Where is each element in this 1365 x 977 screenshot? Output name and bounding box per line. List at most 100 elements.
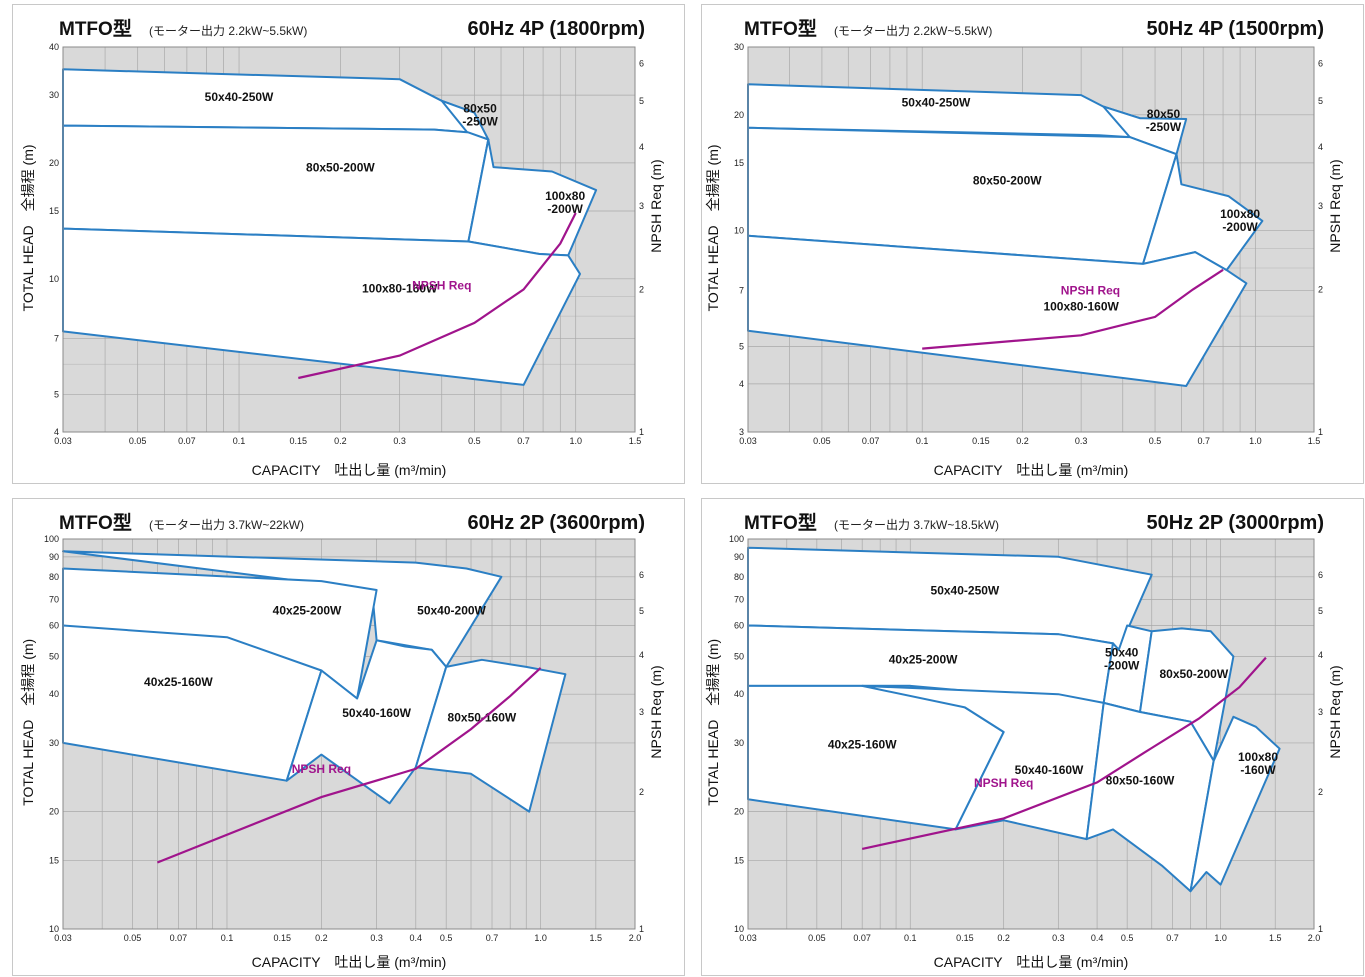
y-tick-label: 20 [734,110,744,120]
pump-region-label-line: 100x80-160W [1043,300,1119,314]
chart-svg: 50x40-250W 40x25-200W 50x40 -200W 80x50-200W… [705,511,1343,970]
npsh-curve [861,656,1267,850]
y2-axis-label: NPSH Req (m) [1327,665,1343,758]
plot-border [62,538,636,930]
pump-region-label: 80x50-160W [1106,773,1175,787]
pump-region-label: 40x25-160W [144,675,213,689]
y-tick-label: 7 [54,333,59,343]
x-tick-label: 1.0 [569,436,582,446]
y-tick-label: 10 [734,226,744,236]
y2-tick-label: 2 [639,787,644,797]
y2-tick-label: 1 [639,427,644,437]
pump-region-label-line: 50x40-250W [902,96,971,110]
pump-region-label-line: 100x80 [1238,750,1278,764]
pump-region-label: 80x50-200W [1159,667,1228,681]
npsh-curve [298,212,577,380]
pump-region-label: 80x50-200W [306,160,375,174]
x-tick-label: 0.7 [1197,436,1210,446]
pump-region-label-line: -200W [1222,220,1258,234]
pump-region-label: 50x40-200W [1104,645,1140,672]
pump-region-label: 80x50-160W [448,711,517,725]
plot-border [62,46,636,433]
x-axis-label: CAPACITY 吐出し量 (m³/min) [934,954,1129,970]
y2-tick-label: 5 [639,606,644,616]
y-axis-label: TOTAL HEAD 全揚程 (m) [705,639,721,806]
x-tick-label: 0.05 [808,933,826,943]
x-tick-label: 2.0 [629,933,642,943]
npsh-curve [922,268,1224,350]
y2-tick-label: 4 [639,142,644,152]
y2-tick-label: 4 [1318,142,1323,152]
pump-regions [747,546,1281,893]
x-tick-label: 0.5 [468,436,481,446]
pump-region-label: 40x25-160W [828,738,897,752]
y-tick-label: 4 [739,379,744,389]
y-tick-label: 80 [49,572,59,582]
pump-region-label: 50x40-250W [931,584,1000,598]
x-tick-label: 1.0 [534,933,547,943]
y2-tick-label: 4 [1318,650,1323,660]
y-tick-label: 40 [734,689,744,699]
y2-tick-label: 2 [639,284,644,294]
x-tick-label: 0.1 [221,933,234,943]
pump-region-label-line: 50x40-250W [931,584,1000,598]
x-tick-label: 0.15 [972,436,990,446]
y2-tick-label: 4 [639,650,644,660]
x-tick-label: 0.03 [54,933,72,943]
chart-subtitle: (モーター出力 3.7kW~18.5kW) [834,518,999,532]
pump-region [1102,105,1188,156]
y-tick-label: 10 [49,924,59,934]
x-tick-label: 1.5 [1308,436,1321,446]
y-tick-label: 10 [49,274,59,284]
pump-region-label-line: -250W [1146,120,1182,134]
y-tick-label: 40 [49,42,59,52]
pump-region [414,658,567,813]
y-tick-label: 100 [729,534,744,544]
y-tick-label: 70 [734,594,744,604]
y-tick-label: 30 [734,738,744,748]
pump-regions [62,68,598,386]
pump-region-label-line: 80x50-200W [1159,667,1228,681]
y-tick-label: 70 [49,594,59,604]
y2-tick-label: 6 [639,58,644,68]
x-tick-label: 0.03 [739,436,757,446]
x-tick-label: 0.2 [315,933,328,943]
pump-region-label-line: 80x50-160W [1106,773,1175,787]
y-tick-label: 50 [734,651,744,661]
x-tick-label: 0.05 [129,436,147,446]
x-tick-label: 1.5 [1269,933,1282,943]
pump-region-label-line: 50x40 [1105,645,1139,659]
chart-title-right: 50Hz 2P (3000rpm) [1147,512,1325,534]
x-axis-label: CAPACITY 吐出し量 (m³/min) [252,954,447,970]
x-tick-label: 0.05 [124,933,142,943]
x-tick-label: 0.5 [1121,933,1134,943]
pump-region-label-line: 80x50 [1147,107,1181,121]
pump-region [1189,715,1281,893]
y2-tick-label: 6 [1318,58,1323,68]
x-tick-label: 1.5 [590,933,603,943]
y2-axis-label: NPSH Req (m) [1327,159,1343,252]
pump-region-label-line: -250W [462,115,498,129]
pump-region-label: 40x25-200W [889,652,958,666]
pump-region-label-line: 80x50 [463,102,497,116]
x-tick-label: 0.3 [370,933,383,943]
chart-title: MTFO型 [59,511,132,534]
y-tick-label: 90 [734,552,744,562]
chart-title: MTFO型 [744,511,817,534]
pump-region-label-line: 100x80-160W [362,282,438,296]
y-tick-label: 60 [734,621,744,631]
x-tick-label: 0.5 [440,933,453,943]
x-axis-label: CAPACITY 吐出し量 (m³/min) [934,462,1129,478]
npsh-label: NPSH Req [1061,284,1120,298]
y2-tick-label: 1 [639,924,644,934]
x-tick-label: 0.07 [853,933,871,943]
y-axis-label: TOTAL HEAD 全揚程 (m) [20,144,36,311]
y-tick-label: 7 [739,285,744,295]
pump-region-label-line: 50x40-250W [205,90,274,104]
pump-region-label-line: 100x80 [1220,207,1260,221]
pump-region-label: 50x40-160W [1015,763,1084,777]
x-tick-label: 0.1 [904,933,917,943]
pump-region-label-line: 40x25-160W [144,675,213,689]
